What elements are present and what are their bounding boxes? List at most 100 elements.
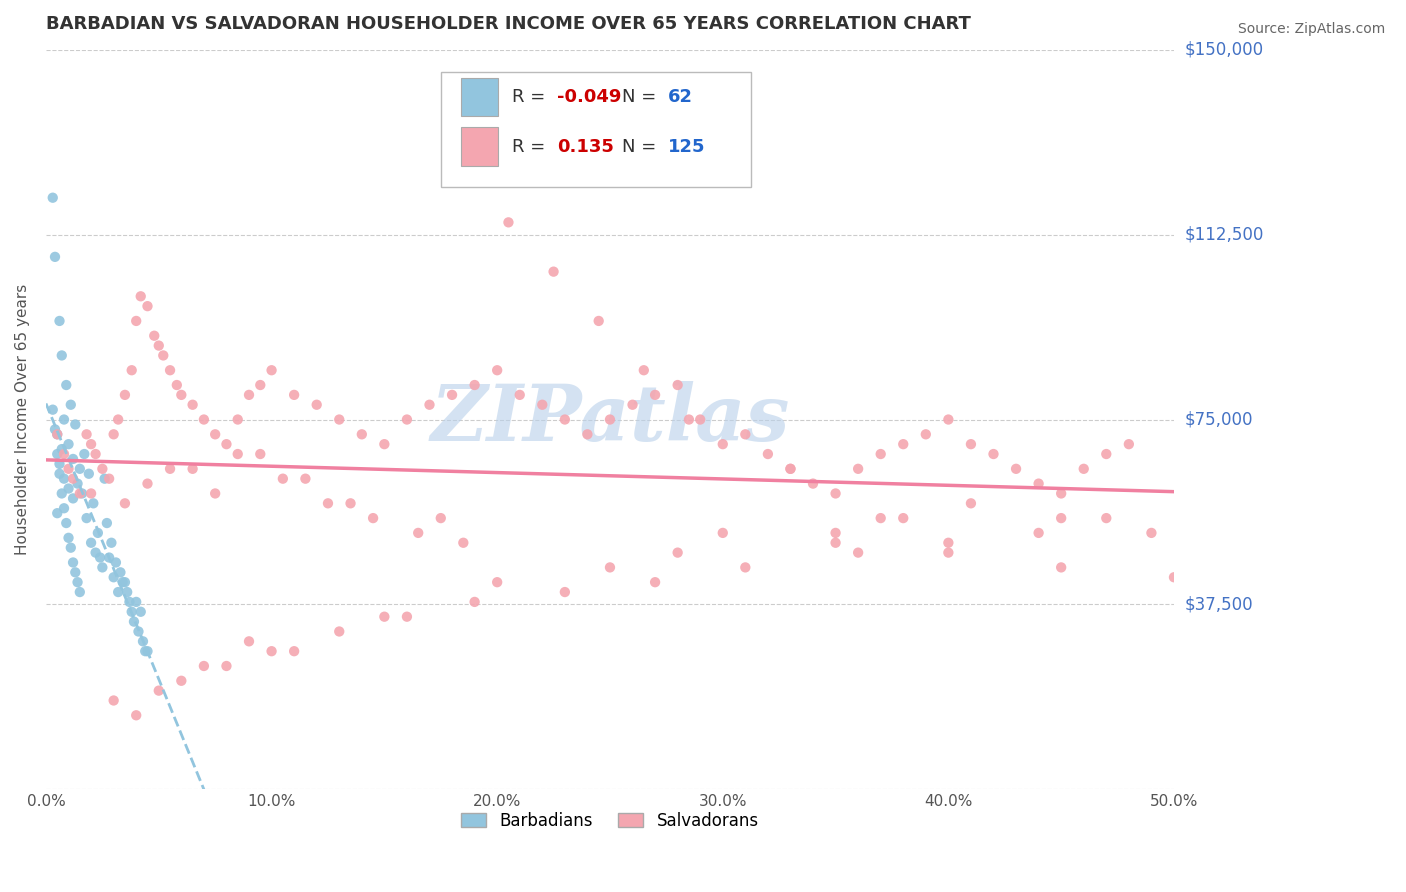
- Point: [48, 467, 70, 481]
- Point: [98, 472, 121, 486]
- FancyBboxPatch shape: [440, 72, 751, 186]
- Point: [46, 427, 69, 442]
- Point: [543, 265, 565, 279]
- Point: [129, 605, 152, 619]
- Point: [58, 437, 80, 451]
- Point: [152, 348, 174, 362]
- Point: [170, 388, 193, 402]
- Point: [361, 511, 384, 525]
- Point: [48, 314, 70, 328]
- Point: [55, 378, 77, 392]
- Point: [756, 447, 779, 461]
- Text: -0.049: -0.049: [557, 88, 621, 106]
- Point: [734, 427, 756, 442]
- Point: [395, 609, 418, 624]
- Point: [42, 402, 65, 417]
- Text: $75,000: $75,000: [1185, 410, 1254, 428]
- Point: [599, 560, 621, 574]
- Point: [486, 575, 509, 590]
- Point: [260, 363, 283, 377]
- Point: [114, 496, 136, 510]
- Bar: [461, 78, 498, 117]
- Point: [406, 525, 429, 540]
- Bar: [461, 128, 498, 166]
- Point: [44, 422, 66, 436]
- Point: [711, 525, 734, 540]
- Point: [42, 191, 65, 205]
- Y-axis label: Householder Income Over 65 years: Householder Income Over 65 years: [15, 284, 30, 555]
- Point: [204, 486, 226, 500]
- Text: N =: N =: [623, 137, 662, 155]
- Point: [395, 412, 418, 426]
- Point: [350, 427, 373, 442]
- Point: [193, 412, 215, 426]
- Point: [76, 511, 98, 525]
- Point: [328, 624, 350, 639]
- Point: [846, 546, 869, 560]
- Point: [1140, 525, 1163, 540]
- Point: [136, 299, 159, 313]
- Point: [891, 437, 914, 451]
- Point: [122, 615, 145, 629]
- Point: [938, 412, 960, 426]
- Point: [125, 314, 148, 328]
- Point: [118, 595, 141, 609]
- Point: [824, 486, 846, 500]
- Point: [249, 447, 271, 461]
- Point: [204, 427, 226, 442]
- Point: [576, 427, 599, 442]
- Point: [869, 511, 891, 525]
- Point: [801, 476, 824, 491]
- Point: [58, 462, 80, 476]
- Point: [644, 575, 666, 590]
- Point: [588, 314, 610, 328]
- Point: [339, 496, 361, 510]
- Point: [666, 546, 689, 560]
- Text: 0.135: 0.135: [557, 137, 614, 155]
- Point: [51, 442, 73, 456]
- Point: [824, 535, 846, 549]
- Point: [69, 486, 91, 500]
- Point: [429, 511, 451, 525]
- Point: [226, 412, 249, 426]
- Point: [53, 412, 76, 426]
- Point: [441, 388, 464, 402]
- Point: [734, 560, 756, 574]
- Point: [1005, 462, 1028, 476]
- Point: [166, 378, 188, 392]
- Point: [87, 525, 110, 540]
- Point: [66, 476, 89, 491]
- Text: N =: N =: [623, 88, 662, 106]
- Point: [914, 427, 936, 442]
- Point: [55, 516, 77, 530]
- Point: [84, 447, 107, 461]
- Point: [76, 427, 98, 442]
- Point: [58, 531, 80, 545]
- Point: [51, 486, 73, 500]
- Point: [62, 491, 84, 506]
- Point: [215, 437, 238, 451]
- Point: [226, 447, 249, 461]
- Point: [89, 550, 111, 565]
- Point: [305, 398, 328, 412]
- Point: [418, 398, 440, 412]
- Point: [80, 486, 103, 500]
- Point: [114, 575, 136, 590]
- Point: [132, 634, 155, 648]
- Text: 62: 62: [668, 88, 693, 106]
- Point: [249, 378, 271, 392]
- Point: [48, 457, 70, 471]
- Point: [464, 595, 486, 609]
- Point: [51, 348, 73, 362]
- Point: [159, 462, 181, 476]
- Point: [1028, 476, 1050, 491]
- Point: [373, 437, 395, 451]
- Point: [779, 462, 801, 476]
- Point: [84, 546, 107, 560]
- Point: [215, 659, 238, 673]
- Point: [1095, 511, 1118, 525]
- Point: [159, 363, 181, 377]
- Point: [70, 486, 93, 500]
- Point: [1163, 570, 1185, 584]
- Point: [711, 437, 734, 451]
